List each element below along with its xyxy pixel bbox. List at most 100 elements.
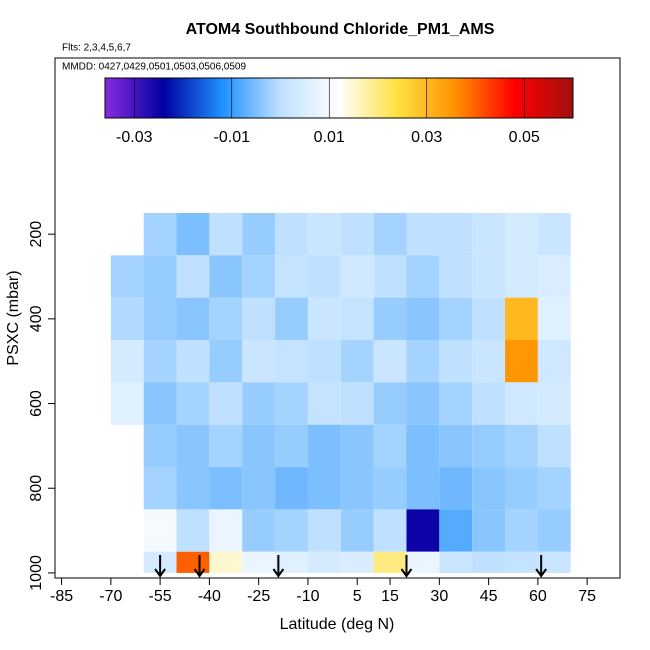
heatmap-cell (209, 212, 243, 256)
heatmap-cell (110, 340, 144, 383)
heatmap-cell (406, 467, 440, 510)
arrow (272, 555, 285, 578)
heatmap-cell (537, 467, 571, 510)
heatmap-cell (340, 551, 374, 573)
heatmap-cell (537, 297, 571, 341)
heatmap-cell (472, 212, 506, 256)
heatmap-cell (143, 297, 177, 341)
heatmap-cell (242, 212, 276, 256)
heatmap-cell (275, 212, 308, 256)
heatmap-cell (505, 424, 538, 468)
heatmap-cell (176, 255, 210, 298)
heatmap-cell (242, 551, 276, 573)
heatmap-cell (275, 297, 308, 341)
heatmap-cell (406, 297, 440, 341)
annotation: MMDD: 0427,0429,0501,0503,0506,0509 (62, 62, 246, 73)
x-tick-label: 45 (480, 588, 498, 605)
annotation: Flts: 2,3,4,5,6,7 (62, 43, 131, 54)
heatmap-cell (209, 467, 243, 510)
heatmap-cell (340, 255, 374, 298)
heatmap-cell (537, 551, 571, 573)
heatmap-cell (373, 467, 407, 510)
heatmap-cell (505, 551, 538, 573)
heatmap-cell (176, 297, 210, 341)
heatmap-cell (505, 212, 538, 256)
x-axis-label: Latitude (deg N) (280, 616, 395, 633)
heatmap-cell (275, 467, 308, 510)
heatmap-cell (209, 340, 243, 383)
heatmap-cell (176, 382, 210, 425)
chart-title: ATOM4 Southbound Chloride_PM1_AMS (186, 21, 495, 38)
heatmap-cell (307, 424, 341, 468)
colorbar (104, 77, 574, 119)
heatmap-cell (143, 424, 177, 468)
heatmap-cell (505, 255, 538, 298)
heatmap-cell (340, 509, 374, 552)
heatmap-cell (176, 551, 210, 573)
y-tick-label: 800 (28, 475, 45, 502)
heatmap-cell (439, 551, 473, 573)
heatmap-cell (537, 340, 571, 383)
heatmap-cell (439, 255, 473, 298)
y-tick-label: 400 (28, 305, 45, 332)
heatmap-cell (242, 509, 276, 552)
arrow (154, 555, 166, 578)
heatmap-cell (406, 551, 440, 573)
heatmap-cell (505, 340, 538, 383)
heatmap-cell (373, 297, 407, 341)
heatmap-cell (537, 424, 571, 468)
heatmap-cell (307, 297, 341, 341)
heatmap-cell (176, 467, 210, 510)
heatmap-cell (373, 509, 407, 552)
heatmap-cell (307, 212, 341, 256)
heatmap-cell (275, 382, 308, 425)
x-tick-label: 30 (430, 588, 448, 605)
heatmap-cell (439, 424, 473, 468)
heatmap-cell (472, 467, 506, 510)
heatmap-cell (406, 424, 440, 468)
heatmap-cell (209, 297, 243, 341)
heatmap-cell (242, 297, 276, 341)
heatmap-cell (209, 255, 243, 298)
y-tick-label: 600 (28, 390, 45, 417)
x-tick-label: -10 (296, 588, 319, 605)
colorbar-tick-label: 0.01 (314, 129, 345, 146)
heatmap-cell (143, 340, 177, 383)
heatmap-cell (209, 509, 243, 552)
x-tick-label: -25 (247, 588, 270, 605)
plot-frame (54, 57, 621, 579)
heatmap-cell (143, 467, 177, 510)
heatmap-cell (472, 509, 506, 552)
heatmap-cell (373, 340, 407, 383)
heatmap-cell (110, 297, 144, 341)
heatmap-cell (472, 255, 506, 298)
heatmap-cell (472, 551, 506, 573)
x-tick-label: 75 (578, 588, 596, 605)
x-tick-label: 15 (381, 588, 399, 605)
heatmap-cell (373, 255, 407, 298)
heatmap-cell (340, 424, 374, 468)
heatmap-cell (406, 340, 440, 383)
x-tick-label: 5 (353, 588, 362, 605)
heatmap-cell (242, 255, 276, 298)
heatmap-cell (209, 424, 243, 468)
x-tick-label: -70 (99, 588, 122, 605)
heatmap-cell (537, 212, 571, 256)
heatmap-cell (176, 212, 210, 256)
heatmap-cell (275, 340, 308, 383)
heatmap-cell (472, 424, 506, 468)
heatmap-cell (242, 467, 276, 510)
heatmap-cell (340, 382, 374, 425)
heatmap-cell (242, 424, 276, 468)
heatmap-cell (439, 509, 473, 552)
colorbar-tick-label: 0.05 (509, 129, 540, 146)
heatmap-cell (505, 382, 538, 425)
heatmap-cell (275, 424, 308, 468)
heatmap-cell (537, 509, 571, 552)
heatmap-cell (340, 467, 374, 510)
colorbar-tick-label: -0.03 (116, 129, 153, 146)
heatmap-cell (472, 340, 506, 383)
heatmap-cell (505, 297, 538, 341)
y-axis-label: PSXC (mbar) (5, 270, 22, 365)
x-tick-label: 60 (529, 588, 547, 605)
